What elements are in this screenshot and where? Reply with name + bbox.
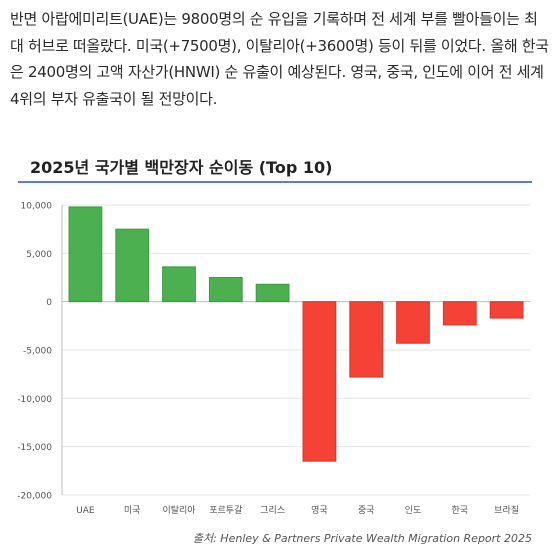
- bar: [162, 266, 196, 303]
- title-divider: [18, 181, 532, 183]
- chart-title: 2025년 국가별 백만장자 순이동 (Top 10): [30, 158, 333, 177]
- y-tick-label: -5,000: [23, 347, 52, 357]
- x-tick-label: UAE: [76, 506, 95, 516]
- x-tick-label: 미국: [124, 505, 141, 516]
- y-tick-label: 10,000: [21, 202, 53, 212]
- bar: [489, 301, 524, 319]
- x-tick-label: 이탈리아: [162, 505, 196, 516]
- bar: [349, 301, 384, 378]
- y-tick-label: 5,000: [26, 250, 52, 260]
- x-tick-label: 브라질: [494, 504, 519, 516]
- source-note: 출처: Henley & Partners Private Wealth Mig…: [192, 532, 532, 545]
- y-tick-label: -15,000: [17, 443, 52, 453]
- y-tick-label: -20,000: [17, 492, 52, 502]
- y-tick-label: 0: [46, 298, 52, 308]
- bar: [396, 301, 430, 344]
- x-tick-label: 중국: [358, 505, 375, 516]
- y-tick-label: -10,000: [17, 395, 52, 405]
- bar: [68, 206, 103, 303]
- bar: [255, 283, 290, 303]
- bar: [208, 277, 243, 303]
- x-tick-label: 포르투갈: [209, 505, 242, 516]
- x-tick-label: 인도: [405, 505, 422, 516]
- bar: [442, 301, 477, 326]
- bar: [115, 228, 150, 303]
- article-paragraph: 반면 아랍에미리트(UAE)는 9800명의 순 유입을 기록하며 전 세계 부…: [10, 10, 549, 108]
- bar-chart: 10,000 5,000 0 -5,000 -10,000 -15,000 -20,000 U…: [17, 202, 530, 516]
- x-tick-label: 한국: [452, 505, 469, 516]
- x-tick-label: 영국: [311, 505, 328, 516]
- x-tick-label: 그리스: [260, 505, 285, 516]
- bar: [302, 301, 337, 462]
